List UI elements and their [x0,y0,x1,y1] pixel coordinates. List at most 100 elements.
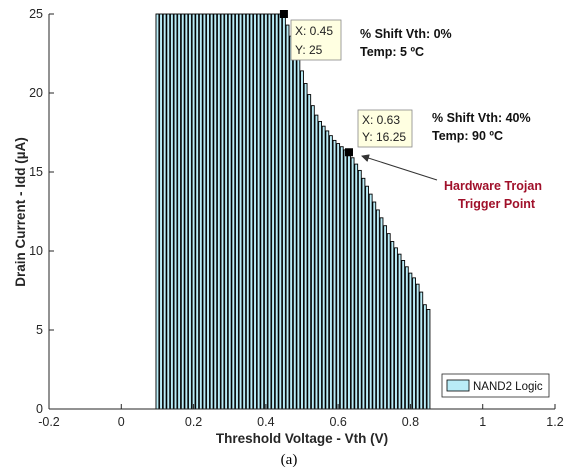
bar [209,13,214,410]
bar [267,13,272,410]
datatip-2-marker [344,148,353,157]
bar [314,114,319,410]
bar [347,151,351,410]
bar [361,177,366,410]
bar [292,46,297,410]
bar [282,13,286,410]
legend-label: NAND2 Logic [473,381,543,393]
datatip-2: X: 0.63 Y: 16.25 [357,109,413,148]
bar [303,83,308,410]
bar [213,13,218,410]
y-tick-label: 10 [29,244,43,258]
bar [343,149,348,410]
bar [300,70,304,410]
legend-swatch [446,379,470,392]
x-tick-label: 0 [118,415,125,429]
bar [245,13,250,410]
bar [224,13,228,410]
y-tick-label: 20 [29,86,43,100]
bar [321,125,326,410]
bar [386,233,391,410]
bar [394,247,398,410]
bar [390,241,395,410]
datatip-1: X: 0.45 Y: 25 [290,19,342,61]
bar [195,13,200,410]
trojan-label-line2: Trigger Point [458,197,536,211]
figure-caption: (a) [281,452,298,468]
trojan-label-line1: Hardware Trojan [444,179,542,193]
bar [376,209,380,410]
bar [289,35,294,410]
x-tick-label: 0.4 [257,415,274,429]
bar [191,13,196,410]
x-ticks: -0.2 0 0.2 0.4 0.6 0.8 1 1.2 [38,404,564,429]
datatip-1-marker [279,10,288,18]
annotation-2-temp: Temp: 90 ºC [432,129,503,143]
bar [415,283,420,410]
annotation-2-shift: % Shift Vth: 40% [432,111,531,125]
y-ticks: 0 5 10 15 20 25 [29,7,54,416]
bar [383,225,388,410]
bar [263,13,268,410]
bar [227,13,232,410]
datatip-1-x: X: 0.45 [295,24,333,38]
bar [231,13,236,410]
bar [419,291,424,410]
y-tick-label: 15 [29,165,43,179]
bar [253,13,257,410]
x-axis-label: Threshold Voltage - Vth (V) [216,431,388,446]
bar [235,13,239,410]
bar [357,169,362,410]
bar [329,135,333,410]
legend: NAND2 Logic [441,373,550,398]
trojan-arrow [361,154,438,181]
bar [242,13,247,410]
bar [422,304,427,410]
x-tick-label: 1.2 [546,415,563,429]
datatip-2-y: Y: 16.25 [362,130,406,144]
y-tick-label: 5 [36,323,43,337]
x-tick-label: 0.2 [185,415,202,429]
datatip-2-x: X: 0.63 [362,113,400,127]
bar [325,130,330,410]
bar [296,57,301,410]
bar [278,13,283,410]
annotation-1-shift: % Shift Vth: 0% [360,27,452,41]
bar [285,24,290,410]
bar [412,277,416,410]
bar [180,13,185,410]
bar [332,139,337,410]
bar [372,201,377,410]
bar [188,13,192,410]
bar [426,309,431,410]
bar [401,260,406,410]
bar [184,13,189,410]
bar [339,146,344,410]
bar [368,193,373,410]
y-axis-label: Drain Current - Idd (µA) [13,137,28,287]
bar [365,185,369,410]
bar [206,13,210,410]
bar [379,217,384,410]
bar [173,13,178,410]
bar [318,120,322,410]
bar [260,13,265,410]
x-tick-label: 0.6 [329,415,346,429]
bar [310,105,315,410]
bar [397,253,402,410]
bar [271,13,275,410]
bar [238,13,243,410]
bar [202,13,207,410]
bar [307,94,312,410]
datatip-1-y: Y: 25 [295,43,323,57]
bar [350,157,355,410]
bar [159,13,163,410]
y-tick-label: 25 [29,7,43,21]
bar [166,13,171,410]
bar [354,163,359,410]
bar [198,13,203,410]
bar [274,13,279,410]
x-tick-label: 1 [479,415,486,429]
x-tick-label: -0.2 [38,415,60,429]
